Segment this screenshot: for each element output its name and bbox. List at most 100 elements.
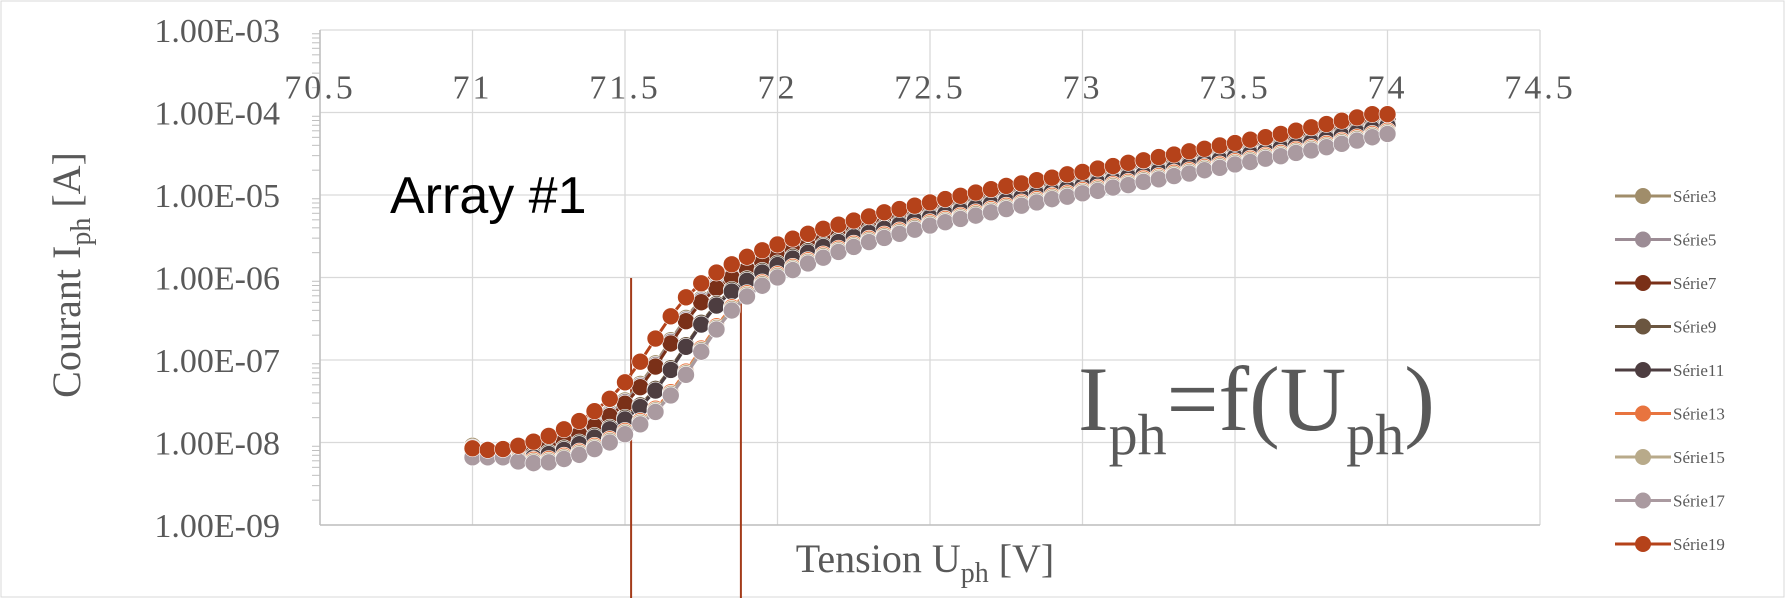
data-point <box>921 216 939 235</box>
data-point <box>936 190 955 208</box>
data-point <box>738 248 756 266</box>
legend-entry: Série13 <box>1615 405 1725 424</box>
data-point <box>783 229 802 248</box>
data-point <box>1058 165 1077 184</box>
data-point <box>936 213 955 232</box>
data-point <box>1363 105 1382 123</box>
data-point <box>799 224 817 243</box>
legend-entry: Série9 <box>1615 318 1716 337</box>
data-point <box>997 200 1016 218</box>
legend-entry: Série5 <box>1615 231 1716 250</box>
data-point <box>890 200 909 218</box>
y-tick-label: 1.00E-07 <box>154 343 280 380</box>
data-point <box>539 453 558 472</box>
data-point <box>982 180 1000 199</box>
data-point <box>1165 167 1183 185</box>
legend-label: Série19 <box>1673 535 1725 554</box>
data-point <box>905 196 924 215</box>
legend-label: Série11 <box>1673 361 1724 380</box>
data-point <box>753 276 772 295</box>
data-point <box>1088 159 1107 178</box>
x-tick-label: 74 <box>1368 70 1408 107</box>
formula-annotation: Iph=f(Uph) <box>1078 348 1435 467</box>
legend-entry: Série15 <box>1615 448 1725 467</box>
x-tick-label: 71 <box>453 70 493 107</box>
data-point <box>1210 136 1229 155</box>
data-point <box>722 301 741 320</box>
y-tick-label: 1.00E-06 <box>154 261 280 298</box>
data-point <box>783 261 802 279</box>
data-point <box>1149 148 1168 166</box>
legend-swatch-marker <box>1635 188 1651 204</box>
array-label: Array #1 <box>390 167 587 225</box>
x-axis-label: Tension Uph [V] <box>796 536 1055 589</box>
data-point <box>1348 108 1366 127</box>
data-point <box>829 243 848 261</box>
data-point <box>1271 125 1290 143</box>
data-point <box>661 307 680 326</box>
data-point <box>707 263 726 282</box>
data-point <box>1287 144 1305 162</box>
data-point <box>631 352 650 371</box>
legend-swatch-marker <box>1635 449 1651 465</box>
data-point <box>1104 157 1122 175</box>
data-point <box>1165 145 1183 164</box>
data-point <box>753 241 772 260</box>
data-point <box>692 315 711 334</box>
legend-swatch-marker <box>1635 318 1651 335</box>
data-point <box>570 412 589 430</box>
data-point <box>1348 131 1366 150</box>
legend-entry: Série19 <box>1615 535 1725 554</box>
legend-label: Série7 <box>1673 274 1717 293</box>
data-point <box>722 255 741 274</box>
data-point <box>890 224 909 243</box>
data-point <box>707 279 726 298</box>
data-point <box>631 415 650 434</box>
data-point <box>844 238 863 256</box>
data-point <box>1226 134 1244 152</box>
data-point <box>509 452 528 471</box>
data-point <box>1332 135 1351 153</box>
data-point <box>966 206 985 225</box>
data-point <box>646 403 665 421</box>
data-point <box>677 288 695 307</box>
data-point <box>1043 190 1061 208</box>
data-point <box>1287 121 1305 140</box>
data-point <box>646 329 665 348</box>
data-point <box>585 402 604 420</box>
data-point <box>814 248 833 267</box>
data-point <box>555 450 573 468</box>
legend-label: Série9 <box>1673 318 1716 337</box>
data-point <box>539 427 558 445</box>
y-tick-label: 1.00E-03 <box>154 13 280 50</box>
legend-label: Série3 <box>1673 187 1716 206</box>
data-point <box>1134 151 1153 170</box>
legend-entry: Série3 <box>1615 187 1716 206</box>
data-point <box>799 254 817 273</box>
tick-labels: 1.00E-03 1.00E-04 1.00E-05 1.00E-06 1.00E-07… <box>154 13 1572 545</box>
data-point <box>1043 168 1061 187</box>
legend-swatch-marker <box>1635 231 1651 248</box>
data-point <box>1317 138 1336 156</box>
data-point <box>1302 118 1321 137</box>
data-point <box>1180 164 1199 183</box>
data-point <box>875 229 894 247</box>
data-point <box>1104 178 1122 197</box>
legend-label: Série15 <box>1673 448 1725 467</box>
data-point <box>1241 153 1260 171</box>
data-point <box>1195 140 1214 158</box>
data-point <box>1363 128 1382 147</box>
data-point <box>860 207 878 226</box>
data-point <box>661 334 680 353</box>
legend-label: Série13 <box>1673 405 1725 424</box>
data-point <box>661 386 680 405</box>
data-point <box>524 454 543 472</box>
data-point <box>1119 176 1138 194</box>
data-point <box>478 441 497 459</box>
legend-swatch-marker <box>1635 275 1651 291</box>
legend-swatch-marker <box>1635 362 1651 378</box>
y-axis-label: Courant Iph [A] <box>44 152 97 398</box>
data-point <box>1271 147 1290 166</box>
